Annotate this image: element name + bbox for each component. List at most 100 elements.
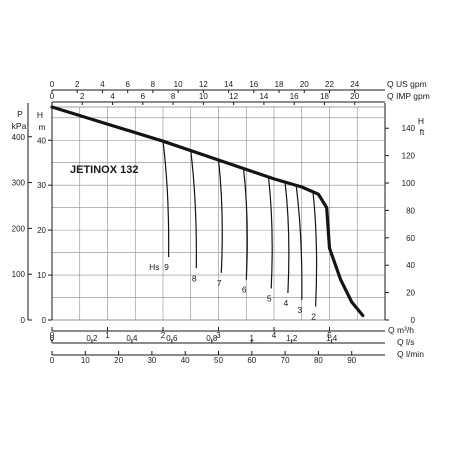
- us-gpm-tick-label: 20: [300, 80, 309, 89]
- suction-curve-line: [162, 141, 170, 258]
- head-m-tick-label: 0: [42, 316, 47, 325]
- us-gpm-tick-label: 10: [174, 80, 183, 89]
- imp-gpm-tick-label: 18: [320, 92, 329, 101]
- head-ft-tick-label: 100: [402, 179, 416, 188]
- imp-gpm-tick-label: 6: [141, 92, 146, 101]
- m3h-axis-label: Q m³/h: [388, 325, 414, 335]
- head-m-tick-label: 20: [37, 226, 46, 235]
- suction-curve-label: 7: [217, 278, 222, 288]
- head-ft-tick-label: 40: [406, 261, 415, 270]
- suction-height-label: Hs: [149, 262, 159, 272]
- head-ft-tick-label: 80: [406, 206, 415, 215]
- head-ft-tick-label: 120: [402, 152, 416, 161]
- m3h-tick-label: 2: [161, 331, 166, 340]
- us-gpm-tick-label: 24: [350, 80, 359, 89]
- us-gpm-tick-label: 16: [249, 80, 258, 89]
- m3h-tick-label: 5: [327, 331, 332, 340]
- suction-curve-label: 5: [267, 294, 272, 304]
- us-gpm-axis-label: Q US gpm: [387, 79, 427, 89]
- imp-gpm-tick-label: 20: [350, 92, 359, 101]
- us-gpm-tick-label: 18: [275, 80, 284, 89]
- us-gpm-tick-label: 4: [100, 80, 105, 89]
- pressure-tick-label: 0: [21, 316, 26, 325]
- suction-curve-line: [295, 185, 303, 300]
- suction-curve-label: 6: [242, 285, 247, 295]
- ls-tick-label: 0,6: [166, 334, 178, 343]
- lmin-tick-label: 10: [81, 356, 90, 365]
- ls-tick-label: 0: [50, 334, 55, 343]
- imp-gpm-tick-label: 16: [290, 92, 299, 101]
- imp-gpm-axis-label: Q IMP gpm: [387, 91, 430, 101]
- pressure-axis-unit: kPa: [12, 121, 27, 131]
- head-m-tick-label: 40: [37, 136, 46, 145]
- head-m-axis-label: H: [37, 110, 43, 120]
- lmin-tick-label: 80: [314, 356, 323, 365]
- ls-tick-label: 1,4: [326, 334, 338, 343]
- head-ft-tick-label: 20: [406, 289, 415, 298]
- grid: [51, 106, 386, 321]
- suction-curve-line: [284, 182, 290, 294]
- pressure-tick-label: 200: [12, 224, 26, 233]
- lmin-tick-label: 70: [281, 356, 290, 365]
- pressure-tick-label: 400: [12, 133, 26, 142]
- head-ft-tick-label: 140: [402, 124, 416, 133]
- pressure-axis-label: P: [17, 109, 23, 119]
- head-ft-axis-unit: ft: [420, 127, 425, 137]
- suction-curve-label: 9: [164, 262, 169, 272]
- head-ft-tick-label: 60: [406, 234, 415, 243]
- us-gpm-tick-label: 14: [224, 80, 233, 89]
- suction-curve-label: 2: [311, 312, 316, 322]
- lmin-axis-label: Q l/min: [397, 349, 424, 359]
- ls-tick-label: 1,2: [286, 334, 298, 343]
- us-gpm-tick-label: 6: [125, 80, 130, 89]
- head-m-tick-label: 30: [37, 181, 46, 190]
- chart-title: JETINOX 132: [70, 164, 138, 176]
- suction-curve-line: [312, 190, 318, 307]
- suction-curve-line: [267, 177, 273, 289]
- m3h-tick-label: 1: [105, 331, 110, 340]
- imp-gpm-tick-label: 10: [199, 92, 208, 101]
- us-gpm-tick-label: 22: [325, 80, 334, 89]
- pressure-tick-label: 100: [12, 270, 26, 279]
- lmin-tick-label: 90: [347, 356, 356, 365]
- m3h-tick-label: 3: [216, 331, 221, 340]
- suction-curve-line: [217, 159, 223, 273]
- m3h-tick-label: 4: [272, 331, 277, 340]
- ls-tick-label: 1: [250, 334, 255, 343]
- suction-curve-label: 3: [297, 305, 302, 315]
- lmin-tick-label: 20: [114, 356, 123, 365]
- ls-axis-label: Q l/s: [397, 337, 414, 347]
- head-ft-tick-label: 0: [411, 316, 416, 325]
- us-gpm-tick-label: 12: [199, 80, 208, 89]
- curves: [50, 105, 365, 318]
- head-m-axis-unit: m: [38, 122, 45, 132]
- head-m-tick-label: 10: [37, 271, 46, 280]
- tick-labels: 0100200300400PkPa010203040Hm020406080100…: [12, 79, 430, 365]
- us-gpm-tick-label: 2: [75, 80, 80, 89]
- us-gpm-tick-label: 8: [151, 80, 156, 89]
- suction-curve-label: 4: [284, 298, 289, 308]
- imp-gpm-tick-label: 0: [50, 92, 55, 101]
- lmin-tick-label: 50: [214, 356, 223, 365]
- us-gpm-tick-label: 0: [50, 80, 55, 89]
- suction-curve-label: 8: [192, 273, 197, 283]
- ls-tick-label: 0,8: [206, 334, 218, 343]
- lmin-tick-label: 30: [147, 356, 156, 365]
- imp-gpm-tick-label: 4: [110, 92, 115, 101]
- lmin-tick-label: 0: [50, 356, 55, 365]
- suction-curve-line: [242, 168, 248, 280]
- lmin-tick-label: 40: [181, 356, 190, 365]
- pressure-tick-label: 300: [12, 179, 26, 188]
- ls-tick-label: 0,2: [86, 334, 98, 343]
- lmin-tick-label: 60: [247, 356, 256, 365]
- pump-curve-line: [50, 105, 365, 318]
- suction-curve-line: [190, 150, 197, 269]
- ls-tick-label: 0,4: [126, 334, 138, 343]
- m3h-tick-label: 0: [50, 331, 55, 340]
- axes: [27, 89, 389, 356]
- imp-gpm-tick-label: 8: [171, 92, 176, 101]
- imp-gpm-tick-label: 2: [80, 92, 85, 101]
- imp-gpm-tick-label: 12: [229, 92, 238, 101]
- imp-gpm-tick-label: 14: [259, 92, 268, 101]
